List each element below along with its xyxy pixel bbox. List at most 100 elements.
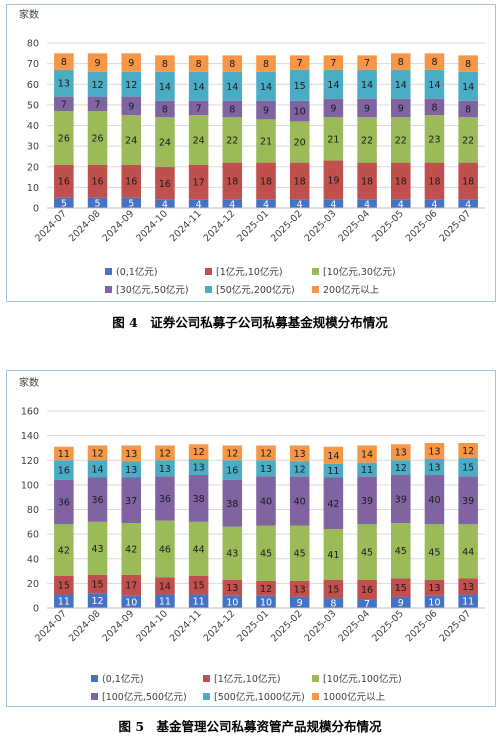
data-label: 16 [91,177,103,188]
data-label: 45 [395,546,407,557]
data-label: 8 [431,102,437,113]
data-label: 40 [260,496,272,507]
bar-segment [256,162,276,200]
bar-segment [54,524,74,576]
bar-segment [222,445,243,461]
data-label: 4 [196,199,202,210]
data-label: 7 [196,103,202,114]
data-label: 22 [361,135,373,146]
x-tick-label: 2025-03 [303,208,339,244]
bar-segment [357,55,377,70]
bar-segment [458,162,478,200]
x-tick-label: 2024-11 [168,608,204,644]
bar-segment [188,100,209,116]
data-label: 46 [159,544,171,555]
bar-segment [323,529,344,580]
bar-segment [87,53,108,72]
bar-segment [390,523,411,579]
bar-segment [323,598,344,608]
data-label: 4 [162,199,168,210]
y-tick-label: 40 [27,121,39,132]
data-label: 16 [361,585,373,596]
bar-segment [390,53,411,70]
stacked-bar-chart-fig5: 家数0204060801001201401601115423616112024-… [19,376,485,703]
bar-segment [188,164,209,200]
data-label: 45 [260,549,272,560]
y-tick-label: 20 [27,579,39,590]
data-label: 43 [226,549,238,560]
data-label: 10 [226,597,238,608]
y-tick-label: 160 [21,407,39,418]
x-tick-label: 2025-03 [303,608,339,644]
bar-segment [87,460,108,478]
data-label: 16 [125,177,137,188]
data-label: 12 [91,448,103,459]
bar-segment [424,475,445,525]
bar-segment [222,199,243,208]
bar-segment [87,96,108,112]
data-label: 16 [159,179,171,190]
x-tick-label: 2024-12 [202,608,238,644]
x-tick-label: 2025-01 [235,208,271,244]
bar-segment [188,71,209,101]
data-label: 11 [159,597,171,608]
legend-swatch [312,693,319,700]
bar-segment [54,164,74,198]
bar-segment [289,476,310,526]
bar-segment [54,197,74,208]
data-label: 12 [260,448,272,459]
x-tick-label: 2024-09 [100,608,136,644]
bar-segment [256,71,276,101]
bar-segment [54,460,74,480]
data-label: 11 [58,597,70,608]
data-label: 14 [327,451,339,462]
data-label: 13 [428,447,440,458]
bar-segment [155,577,175,595]
bar-segment [458,476,478,525]
data-label: 23 [428,134,440,145]
bar-segment [54,446,74,461]
bar-segment [188,575,209,595]
figure-caption-fig5: 图 5 基金管理公司私募资管产品规模分布情况 [118,719,382,734]
data-label: 15 [327,584,339,595]
figure-caption-fig4: 图 4 证券公司私募子公司私募基金规模分布情况 [112,315,388,330]
bar-segment [54,69,74,97]
bar-segment [357,462,377,477]
bar-segment [222,579,243,596]
data-label: 17 [193,178,205,189]
data-label: 14 [327,80,339,91]
bar-segment [390,578,411,597]
data-label: 44 [462,547,474,558]
y-tick-label: 20 [27,162,39,173]
bar-segment [289,162,310,200]
data-label: 24 [159,138,171,149]
data-label: 42 [58,546,70,557]
data-label: 4 [297,199,303,210]
bar-segment [54,111,74,165]
data-label: 42 [125,544,137,555]
bar-segment [458,524,478,579]
x-tick-label: 2024-10 [134,608,170,644]
bar-segment [121,477,142,524]
data-label: 14 [260,82,272,93]
data-label: 8 [263,59,269,70]
data-label: 18 [395,177,407,188]
bar-segment [121,53,142,72]
bar-segment [222,117,243,163]
legend-label: [10亿元,30亿元) [323,266,396,278]
bar-segment [121,115,142,165]
y-tick-label: 70 [27,59,39,70]
bar-segment [222,71,243,101]
bar-segment [87,111,108,165]
data-label: 36 [91,495,103,506]
data-label: 12 [193,447,205,458]
data-label: 14 [462,82,474,93]
bar-segment [188,475,209,522]
bar-segment [155,117,175,167]
data-label: 20 [294,138,306,149]
bar-segment [424,579,445,596]
data-label: 9 [330,103,336,114]
x-tick-label: 2025-07 [437,608,473,644]
bar-segment [256,580,276,596]
bar-segment [390,596,411,608]
